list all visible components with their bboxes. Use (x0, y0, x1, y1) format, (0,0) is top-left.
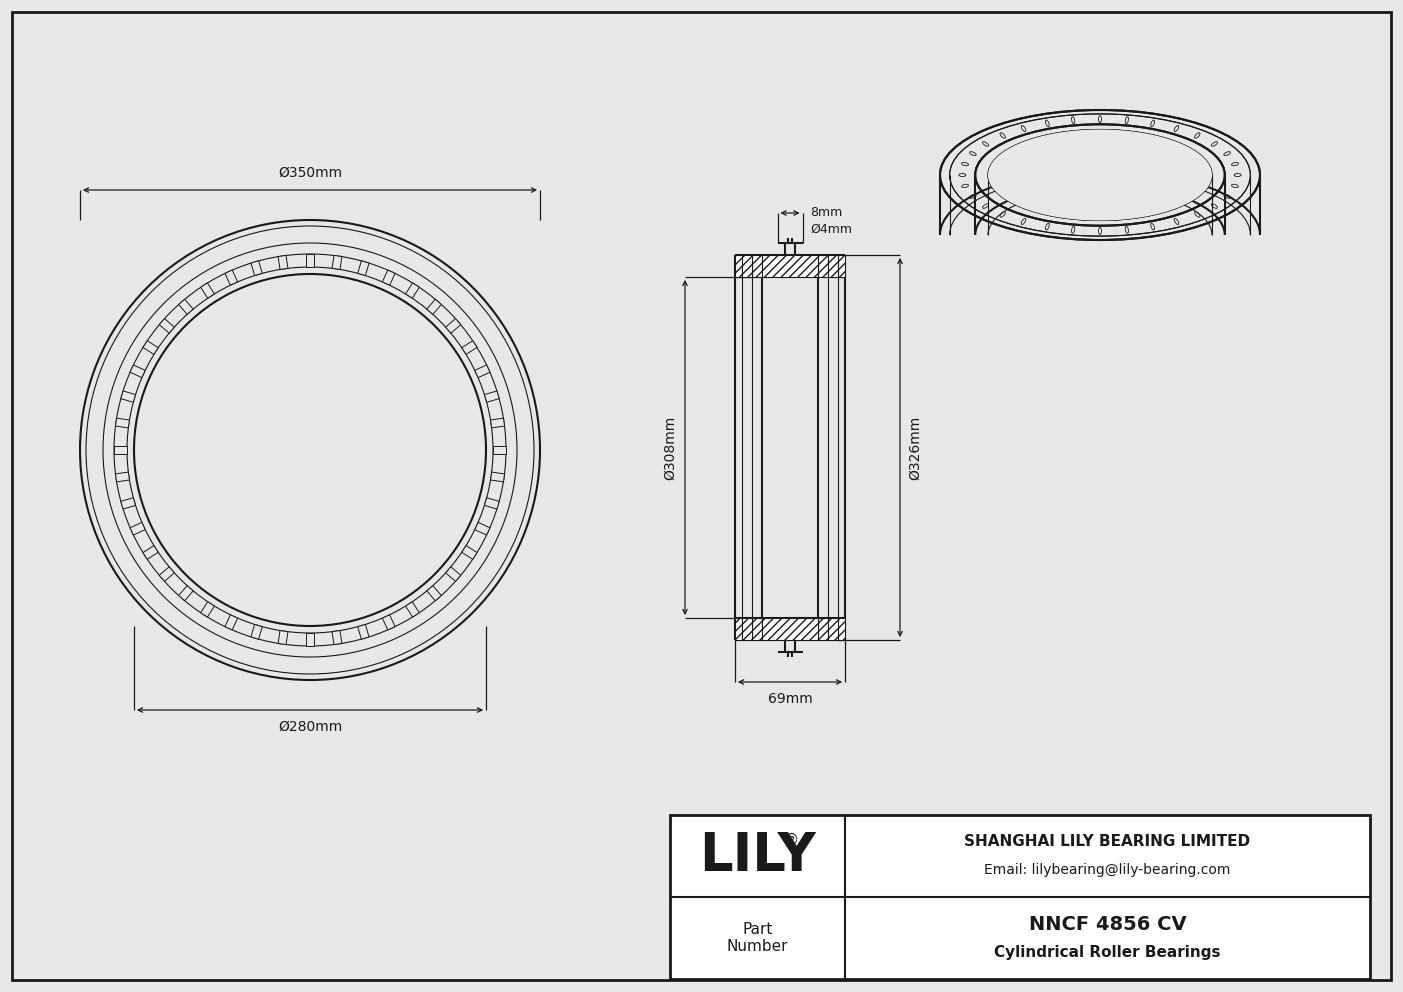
Polygon shape (427, 300, 442, 314)
Text: ®: ® (784, 832, 800, 847)
Text: Cylindrical Roller Bearings: Cylindrical Roller Bearings (995, 944, 1221, 959)
Polygon shape (251, 261, 262, 276)
Polygon shape (178, 585, 194, 601)
Polygon shape (446, 318, 460, 333)
Polygon shape (474, 365, 490, 378)
Polygon shape (115, 472, 129, 482)
Polygon shape (491, 419, 505, 428)
Bar (828, 618, 838, 640)
Bar (735, 618, 742, 640)
Polygon shape (143, 546, 159, 559)
Polygon shape (121, 391, 136, 403)
Polygon shape (446, 566, 460, 581)
Polygon shape (940, 175, 1260, 235)
Polygon shape (462, 546, 477, 559)
Polygon shape (160, 318, 174, 333)
Polygon shape (306, 254, 314, 267)
Polygon shape (224, 615, 237, 630)
Bar (742, 618, 752, 640)
Polygon shape (160, 566, 174, 581)
Bar (838, 255, 845, 277)
Polygon shape (358, 261, 369, 276)
Text: Part
Number: Part Number (727, 922, 788, 954)
Polygon shape (178, 300, 194, 314)
Polygon shape (143, 340, 159, 354)
Text: Ø350mm: Ø350mm (278, 166, 342, 180)
Bar (735, 255, 742, 277)
Polygon shape (306, 633, 314, 646)
Polygon shape (201, 283, 215, 299)
Bar (828, 255, 838, 277)
Bar (762, 255, 818, 277)
Text: SHANGHAI LILY BEARING LIMITED: SHANGHAI LILY BEARING LIMITED (964, 834, 1250, 849)
Polygon shape (114, 446, 128, 454)
Bar (818, 255, 828, 277)
Polygon shape (130, 523, 145, 535)
Text: Ø326mm: Ø326mm (908, 416, 922, 479)
Text: 69mm: 69mm (767, 692, 812, 706)
Bar (762, 618, 818, 640)
Bar (838, 618, 845, 640)
Polygon shape (130, 365, 145, 378)
Bar (752, 618, 762, 640)
Polygon shape (224, 270, 237, 285)
Polygon shape (333, 255, 342, 270)
Text: 8mm: 8mm (811, 206, 843, 219)
Text: Ø4mm: Ø4mm (811, 222, 853, 235)
Ellipse shape (988, 130, 1212, 220)
Text: LILY: LILY (699, 830, 817, 882)
Polygon shape (462, 340, 477, 354)
Text: Ø308mm: Ø308mm (664, 416, 678, 479)
Bar (752, 255, 762, 277)
Polygon shape (405, 283, 419, 299)
Polygon shape (484, 391, 499, 403)
Polygon shape (115, 419, 129, 428)
Polygon shape (484, 498, 499, 509)
Polygon shape (427, 585, 442, 601)
Polygon shape (383, 270, 396, 285)
Polygon shape (358, 624, 369, 639)
Polygon shape (278, 631, 288, 645)
Polygon shape (278, 255, 288, 270)
Polygon shape (201, 602, 215, 617)
Text: Email: lilybearing@lily-bearing.com: Email: lilybearing@lily-bearing.com (985, 863, 1230, 877)
Text: Ø280mm: Ø280mm (278, 720, 342, 734)
Polygon shape (405, 602, 419, 617)
Ellipse shape (988, 130, 1212, 220)
Bar (742, 255, 752, 277)
Polygon shape (333, 631, 342, 645)
Polygon shape (121, 498, 136, 509)
Text: NNCF 4856 CV: NNCF 4856 CV (1028, 915, 1187, 933)
Polygon shape (491, 472, 505, 482)
Bar (671, 815, 1369, 979)
Bar (818, 618, 828, 640)
Polygon shape (492, 446, 506, 454)
Polygon shape (474, 523, 490, 535)
Polygon shape (383, 615, 396, 630)
Polygon shape (251, 624, 262, 639)
